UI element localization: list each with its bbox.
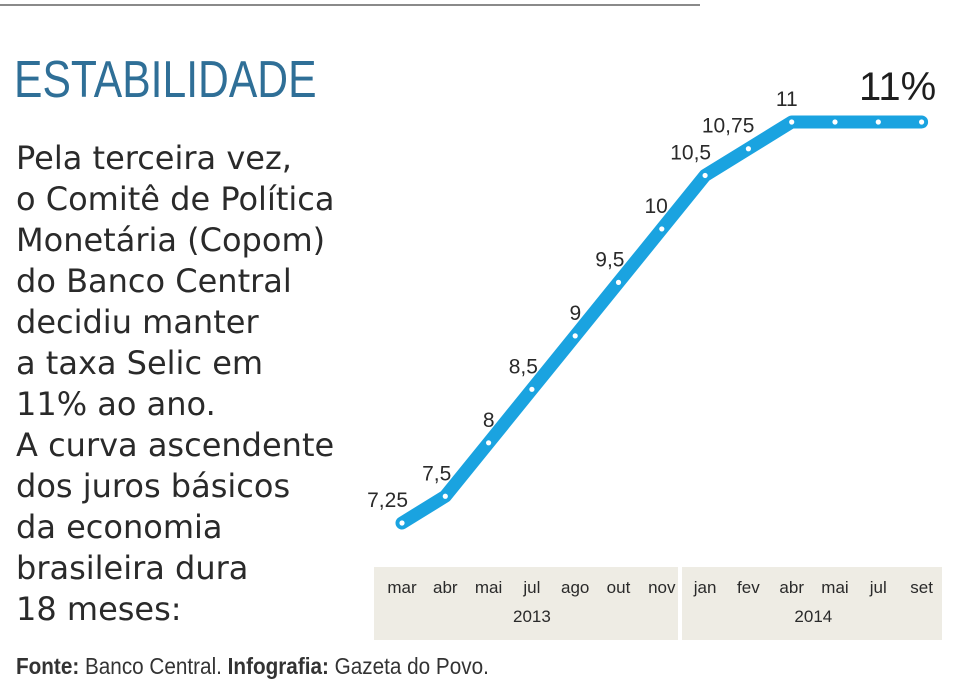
data-point <box>529 386 535 392</box>
data-point <box>745 146 752 152</box>
data-label: 10 <box>644 195 667 218</box>
data-label: 10,5 <box>670 141 711 164</box>
data-label: 7,25 <box>367 489 408 512</box>
source-value: Banco Central. <box>84 653 222 679</box>
data-label: 7,5 <box>422 462 451 485</box>
x-tick-label: abr <box>433 578 458 597</box>
data-labels: 7,25 7,5 8 8,5 9 9,5 10 10,5 10,75 11 <box>367 88 798 512</box>
x-tick-label: mai <box>821 578 848 597</box>
data-label: 9 <box>570 302 582 325</box>
top-rule <box>0 4 700 6</box>
axis-band-2013 <box>374 567 678 640</box>
x-tick-label: mar <box>387 578 417 597</box>
x-tick-label: jul <box>869 578 887 597</box>
data-point <box>659 226 665 232</box>
data-point <box>789 119 795 125</box>
x-tick-label: jul <box>522 578 540 597</box>
data-label: 8,5 <box>509 355 538 378</box>
highlight-label: 11% <box>859 65 936 109</box>
x-tick-label: jan <box>693 578 717 597</box>
source-label: Fonte: <box>16 653 80 679</box>
data-point <box>442 493 448 499</box>
axis-band-2014 <box>682 567 942 640</box>
data-point <box>832 119 838 125</box>
data-label: 10,75 <box>702 115 755 138</box>
x-tick-label: nov <box>648 578 676 597</box>
credit-label: Infografia: <box>227 653 329 679</box>
data-point <box>702 172 708 179</box>
data-point <box>572 333 578 339</box>
series-line <box>395 115 929 530</box>
x-tick-label: mai <box>475 578 502 597</box>
credit-value: Gazeta do Povo. <box>334 653 489 679</box>
year-label: 2014 <box>794 607 832 626</box>
x-axis-month-labels: mar abr mai jul ago out nov jan fev abr mai jul set <box>387 578 933 597</box>
page-title: ESTABILIDADE <box>14 51 317 109</box>
data-point <box>399 520 405 526</box>
data-point <box>875 119 881 125</box>
source-footer: Fonte: Banco Central. Infografia: Gazeta… <box>16 653 489 680</box>
year-label: 2013 <box>513 607 551 626</box>
x-axis-year-labels: 2013 2014 <box>513 607 832 626</box>
x-tick-label: out <box>607 578 631 597</box>
data-label: 11 <box>776 88 798 111</box>
x-tick-label: set <box>910 578 933 597</box>
data-points <box>399 119 925 526</box>
data-point <box>919 119 925 125</box>
x-tick-label: ago <box>561 578 589 597</box>
x-tick-label: fev <box>737 578 760 597</box>
description-text: Pela terceira vez, o Comitê de Política … <box>16 139 335 628</box>
data-point <box>486 440 492 446</box>
x-tick-label: abr <box>779 578 804 597</box>
data-label: 9,5 <box>595 248 624 271</box>
data-point <box>615 279 622 285</box>
data-label: 8 <box>483 409 495 432</box>
